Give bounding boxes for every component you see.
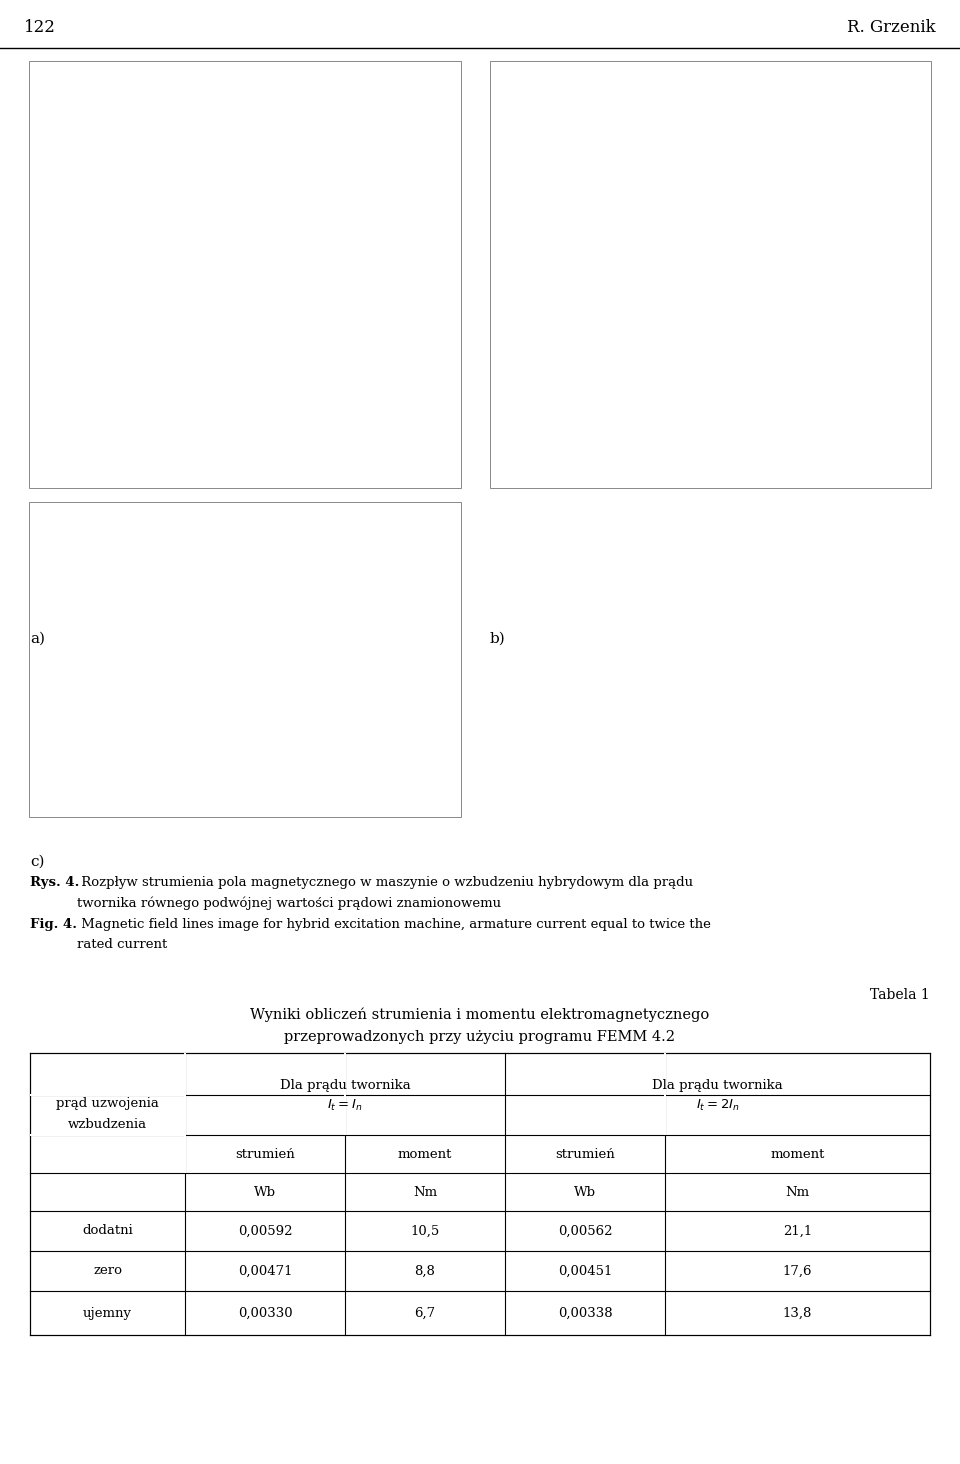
Text: 0,00338: 0,00338 xyxy=(558,1306,612,1319)
Text: 17,6: 17,6 xyxy=(782,1265,812,1278)
Text: przeprowadzonych przy użyciu programu FEMM 4.2: przeprowadzonych przy użyciu programu FE… xyxy=(284,1031,676,1044)
Text: zero: zero xyxy=(93,1265,122,1278)
Text: Magnetic field lines image for hybrid excitation machine, armature current equal: Magnetic field lines image for hybrid ex… xyxy=(77,918,710,931)
Text: dodatni: dodatni xyxy=(83,1224,132,1237)
Text: moment: moment xyxy=(397,1148,452,1161)
Text: 0,00330: 0,00330 xyxy=(238,1306,292,1319)
Text: 13,8: 13,8 xyxy=(782,1306,812,1319)
Text: Dla prądu twornika: Dla prądu twornika xyxy=(652,1079,782,1092)
Text: 0,00592: 0,00592 xyxy=(238,1224,292,1237)
Text: ujemny: ujemny xyxy=(83,1306,132,1319)
Text: 8,8: 8,8 xyxy=(415,1265,436,1278)
Text: Tabela 1: Tabela 1 xyxy=(871,988,930,1001)
Text: 10,5: 10,5 xyxy=(410,1224,440,1237)
Text: moment: moment xyxy=(770,1148,825,1161)
Text: c): c) xyxy=(30,855,44,870)
Bar xyxy=(664,1053,666,1135)
Text: rated current: rated current xyxy=(77,938,167,952)
Text: strumień: strumień xyxy=(555,1148,614,1161)
Text: Wb: Wb xyxy=(574,1186,596,1199)
Text: $I_t = 2I_n$: $I_t = 2I_n$ xyxy=(696,1098,739,1113)
Text: b): b) xyxy=(490,632,506,646)
Text: prąd uzwojenia: prąd uzwojenia xyxy=(56,1098,159,1111)
Text: 0,00471: 0,00471 xyxy=(238,1265,292,1278)
Text: Rozpływ strumienia pola magnetycznego w maszynie o wzbudzeniu hybrydowym dla prą: Rozpływ strumienia pola magnetycznego w … xyxy=(77,875,693,889)
Bar xyxy=(184,1053,186,1173)
Text: Nm: Nm xyxy=(413,1186,437,1199)
Bar xyxy=(344,1053,346,1135)
Text: 0,00451: 0,00451 xyxy=(558,1265,612,1278)
Text: 21,1: 21,1 xyxy=(782,1224,812,1237)
Text: R. Grzenik: R. Grzenik xyxy=(848,19,936,37)
Text: Fig. 4.: Fig. 4. xyxy=(30,918,77,931)
Text: wzbudzenia: wzbudzenia xyxy=(68,1117,147,1130)
Text: strumień: strumień xyxy=(235,1148,295,1161)
Text: Wb: Wb xyxy=(254,1186,276,1199)
Text: 122: 122 xyxy=(24,19,56,37)
Text: 6,7: 6,7 xyxy=(415,1306,436,1319)
Text: twornika równego podwójnej wartości prądowi znamionowemu: twornika równego podwójnej wartości prąd… xyxy=(77,896,501,909)
Text: Dla prądu twornika: Dla prądu twornika xyxy=(279,1079,410,1092)
Bar xyxy=(30,1135,185,1136)
Text: Rys. 4.: Rys. 4. xyxy=(30,875,80,889)
Text: a): a) xyxy=(30,632,45,646)
Text: Nm: Nm xyxy=(785,1186,809,1199)
Bar xyxy=(30,1094,185,1097)
Text: Wyniki obliczeń strumienia i momentu elektromagnetycznego: Wyniki obliczeń strumienia i momentu ele… xyxy=(251,1009,709,1022)
Text: 0,00562: 0,00562 xyxy=(558,1224,612,1237)
Text: $I_t = I_n$: $I_t = I_n$ xyxy=(327,1098,363,1113)
